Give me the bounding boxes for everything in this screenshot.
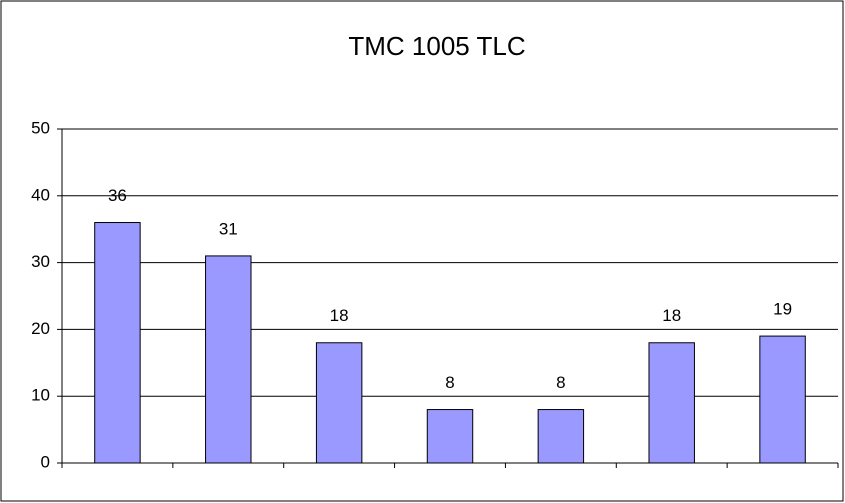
data-label: 31 <box>219 219 238 238</box>
y-tick-label: 50 <box>31 118 50 137</box>
bar <box>537 409 585 464</box>
y-tick-label: 40 <box>31 185 50 204</box>
y-tick-label: 30 <box>31 252 50 271</box>
bar <box>426 409 474 464</box>
data-label: 8 <box>445 373 454 392</box>
bar <box>94 222 141 464</box>
data-label: 19 <box>773 300 792 319</box>
bar <box>648 342 695 464</box>
y-tick-label: 0 <box>41 452 50 471</box>
bar <box>205 255 252 464</box>
data-label: 18 <box>330 306 349 325</box>
data-label: 18 <box>662 306 681 325</box>
data-label: 36 <box>108 186 127 205</box>
data-label: 8 <box>556 373 565 392</box>
bar <box>759 335 806 464</box>
y-tick-label: 20 <box>31 319 50 338</box>
bar <box>315 342 363 464</box>
chart-title: TMC 1005 TLC <box>348 31 525 61</box>
y-tick-label: 10 <box>31 386 50 405</box>
